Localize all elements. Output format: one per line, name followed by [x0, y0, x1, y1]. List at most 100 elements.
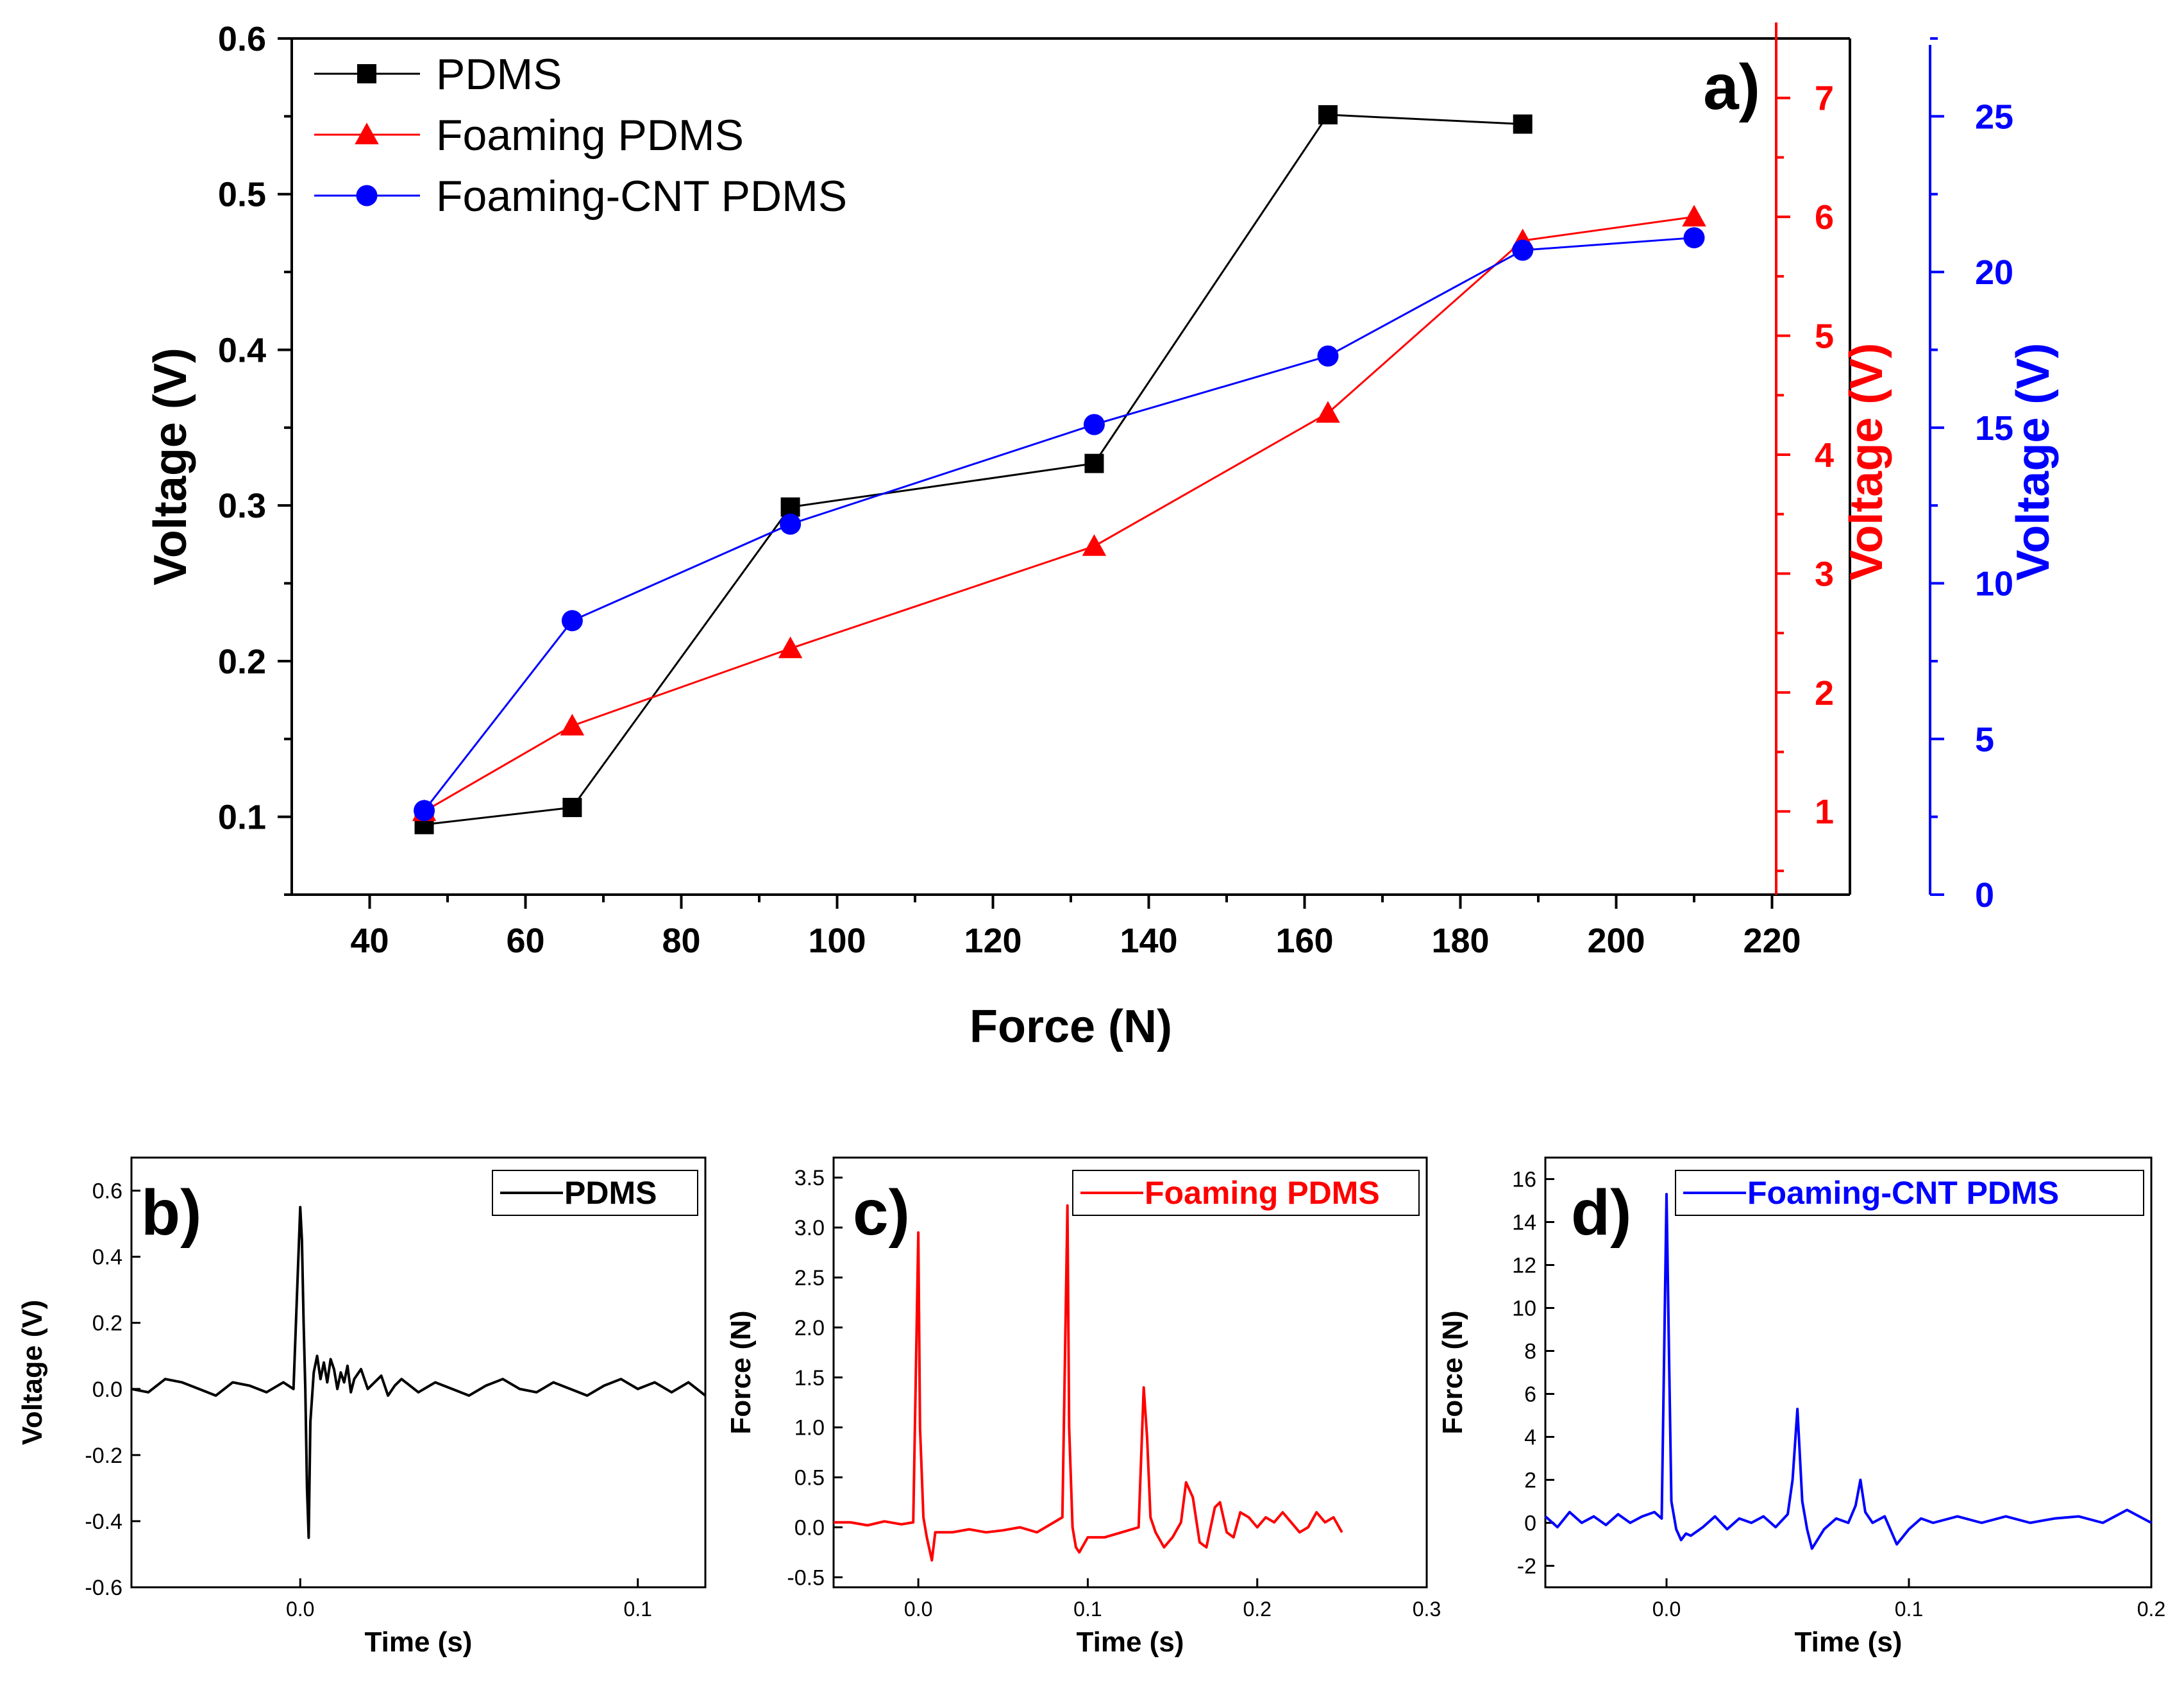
y-tick-label: 1.5	[794, 1366, 825, 1390]
y-left-tick-label: 0.3	[218, 487, 266, 525]
legend-marker-foaming-pdms	[355, 122, 379, 144]
marker-pdms	[1084, 453, 1104, 473]
right-axis-2-label: Voltage (V)	[2008, 343, 2059, 581]
x-tick-label: 0.1	[1073, 1598, 1102, 1621]
series-line-foaming-pdms	[423, 215, 1695, 813]
plot-frame	[130, 1156, 707, 1589]
right-axis-2-tick-label: 15	[1975, 409, 2013, 448]
panel-label: d)	[1571, 1177, 1631, 1249]
x-tick-label: 0.3	[1413, 1598, 1441, 1621]
marker-foaming-pdms	[560, 713, 585, 736]
y-tick-label: 10	[1512, 1297, 1536, 1321]
y-tick-label: 14	[1512, 1211, 1536, 1235]
x-tick-label: 80	[662, 922, 700, 960]
right-axis-1-tick-label: 6	[1815, 198, 1834, 237]
marker-foaming-cnt-pdms	[1512, 239, 1534, 261]
marker-foaming-cnt-pdms	[414, 800, 435, 822]
y-tick-label: 4	[1524, 1426, 1536, 1450]
legend-label-pdms: PDMS	[436, 50, 562, 99]
signal-line-foaming-cnt-pdms	[1544, 1192, 2152, 1550]
x-tick-label: 180	[1431, 922, 1489, 960]
y-tick-label: 2.5	[794, 1266, 825, 1290]
y-tick-label: 0.5	[794, 1466, 825, 1490]
y-axis-label: Voltage (V)	[17, 1300, 48, 1446]
right-axis-1-label: Voltage (V)	[1841, 343, 1892, 581]
x-tick-label: 200	[1587, 922, 1645, 960]
x-tick-label: 60	[506, 922, 544, 960]
right-axis-1-tick-label: 2	[1815, 674, 1834, 713]
y-tick-label: 0.6	[92, 1179, 122, 1204]
x-tick-label: 100	[808, 922, 866, 960]
x-tick-label: 160	[1275, 922, 1333, 960]
right-axis-2-tick-label: 5	[1975, 720, 1994, 759]
marker-foaming-pdms	[778, 636, 803, 659]
y-tick-label: 0.4	[92, 1245, 122, 1270]
marker-foaming-cnt-pdms	[1683, 227, 1705, 249]
x-axis-label: Force (N)	[970, 1001, 1172, 1052]
y-tick-label: -2	[1517, 1555, 1536, 1579]
y-axis-label: Force (N)	[725, 1310, 757, 1434]
marker-foaming-cnt-pdms	[780, 513, 802, 535]
right-axis-1-tick-label: 5	[1815, 317, 1834, 356]
marker-pdms	[780, 497, 800, 517]
right-axis-1-tick-label: 1	[1815, 793, 1834, 831]
y-tick-label: -0.6	[85, 1576, 122, 1600]
right-axis-1-tick-label: 7	[1815, 80, 1834, 118]
y-tick-label: 6	[1524, 1383, 1536, 1407]
panel-d: 0.0 0.1 0.2 Time (s) -2 0 2 4 6 8 10 12 14 16 Force (N…	[1437, 1156, 2165, 1658]
legend-box	[1675, 1170, 2144, 1216]
marker-foaming-pdms	[1682, 205, 1706, 227]
x-tick-label: 0.0	[904, 1598, 932, 1621]
x-tick-label: 220	[1743, 922, 1801, 960]
series-line-pdms	[424, 114, 1523, 826]
y-tick-label: 1.0	[794, 1416, 825, 1440]
marker-pdms	[1513, 114, 1533, 134]
y-left-tick-label: 0.4	[218, 331, 266, 369]
marker-foaming-cnt-pdms	[561, 610, 583, 632]
right-axis-1-tick-label: 3	[1815, 555, 1834, 593]
panel-label: c)	[853, 1177, 910, 1249]
legend-label: Foaming PDMS	[1145, 1175, 1380, 1211]
right-axis-2-tick-label: 25	[1975, 97, 2013, 136]
y-left-axis-label: Voltage (V)	[145, 348, 196, 586]
marker-pdms	[1318, 105, 1338, 124]
x-tick-label: 140	[1120, 922, 1177, 960]
y-tick-label: -0.2	[85, 1444, 122, 1468]
y-tick-label: 2	[1524, 1469, 1536, 1493]
y-tick-label: 0.0	[794, 1516, 825, 1540]
x-tick-label: 120	[964, 922, 1021, 960]
legend-label: Foaming-CNT PDMS	[1747, 1175, 2059, 1211]
y-tick-label: 0.2	[92, 1312, 122, 1336]
legend-marker-foaming-cnt-pdms	[356, 185, 378, 207]
y-left-tick-label: 0.2	[218, 643, 266, 681]
y-tick-label: 3.0	[794, 1216, 825, 1240]
legend-label-foaming-cnt-pdms: Foaming-CNT PDMS	[436, 172, 847, 221]
x-axis-label: Time (s)	[365, 1626, 473, 1658]
right-axis-2-tick-label: 10	[1975, 565, 2013, 603]
legend-marker-pdms	[357, 64, 376, 83]
series-line-foaming-cnt-pdms	[423, 237, 1695, 811]
right-axis-2-tick-label: 20	[1975, 253, 2013, 292]
panel-label: b)	[141, 1177, 201, 1249]
marker-foaming-pdms	[1316, 401, 1340, 423]
y-left-tick-label: 0.5	[218, 176, 266, 214]
y-tick-label: 0.0	[92, 1378, 122, 1402]
y-tick-label: -0.4	[85, 1510, 122, 1534]
legend-label: PDMS	[564, 1175, 657, 1211]
panel-label-a: a)	[1703, 51, 1760, 123]
plot-frame	[1544, 1156, 2153, 1589]
y-tick-label: 2.0	[794, 1316, 825, 1340]
y-tick-label: 3.5	[794, 1166, 825, 1190]
y-tick-label: 16	[1512, 1168, 1536, 1192]
x-tick-label: 0.0	[286, 1598, 314, 1621]
x-tick-label: 0.1	[623, 1598, 651, 1621]
y-axis-label: Force (N)	[1437, 1310, 1468, 1434]
y-tick-label: 0	[1524, 1512, 1536, 1536]
plot-frame	[832, 1156, 1428, 1589]
signal-line-pdms	[131, 1206, 707, 1539]
x-axis-label: Time (s)	[1795, 1626, 1903, 1658]
x-tick-label: 0.0	[1652, 1598, 1681, 1621]
y-left-tick-label: 0.6	[218, 20, 266, 58]
legend-label-foaming-pdms: Foaming PDMS	[436, 111, 744, 160]
